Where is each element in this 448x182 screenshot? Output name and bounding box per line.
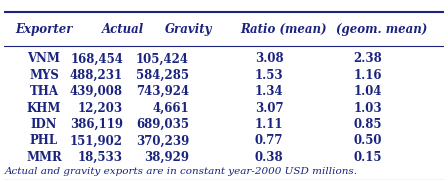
Text: 3.08: 3.08 <box>254 52 283 65</box>
Text: MMR: MMR <box>26 151 62 164</box>
Text: 168,454: 168,454 <box>70 52 123 65</box>
Text: 4,661: 4,661 <box>152 102 189 115</box>
Text: Ratio (mean): Ratio (mean) <box>240 23 327 36</box>
Text: 1.04: 1.04 <box>353 85 382 98</box>
Text: 105,424: 105,424 <box>136 52 189 65</box>
Text: 1.11: 1.11 <box>255 118 283 131</box>
Text: MYS: MYS <box>29 69 59 82</box>
Text: 38,929: 38,929 <box>144 151 189 164</box>
Text: 439,008: 439,008 <box>70 85 123 98</box>
Text: 151,902: 151,902 <box>70 134 123 147</box>
Text: 2.38: 2.38 <box>353 52 382 65</box>
Text: Actual and gravity exports are in constant year-2000 USD millions.: Actual and gravity exports are in consta… <box>4 167 358 176</box>
Text: 12,203: 12,203 <box>78 102 123 115</box>
Text: 18,533: 18,533 <box>78 151 123 164</box>
Text: 386,119: 386,119 <box>70 118 123 131</box>
Text: 584,285: 584,285 <box>136 69 189 82</box>
Text: 488,231: 488,231 <box>70 69 123 82</box>
Text: (geom. mean): (geom. mean) <box>336 23 428 36</box>
Text: 0.85: 0.85 <box>353 118 382 131</box>
Text: Actual: Actual <box>102 23 144 36</box>
Text: 1.34: 1.34 <box>254 85 283 98</box>
Text: 370,239: 370,239 <box>136 134 189 147</box>
Text: Exporter: Exporter <box>15 23 73 36</box>
Text: 1.16: 1.16 <box>353 69 382 82</box>
Text: 743,924: 743,924 <box>136 85 189 98</box>
Text: 1.53: 1.53 <box>254 69 283 82</box>
Text: KHM: KHM <box>27 102 61 115</box>
Text: VNM: VNM <box>28 52 60 65</box>
Text: 3.07: 3.07 <box>254 102 283 115</box>
Text: 689,035: 689,035 <box>136 118 189 131</box>
Text: IDN: IDN <box>31 118 57 131</box>
Text: THA: THA <box>30 85 59 98</box>
Text: 1.03: 1.03 <box>353 102 382 115</box>
Text: 0.15: 0.15 <box>353 151 382 164</box>
Text: Gravity: Gravity <box>165 23 213 36</box>
Text: 0.50: 0.50 <box>353 134 382 147</box>
Text: 0.77: 0.77 <box>255 134 283 147</box>
Text: PHL: PHL <box>30 134 58 147</box>
Text: 0.38: 0.38 <box>254 151 283 164</box>
